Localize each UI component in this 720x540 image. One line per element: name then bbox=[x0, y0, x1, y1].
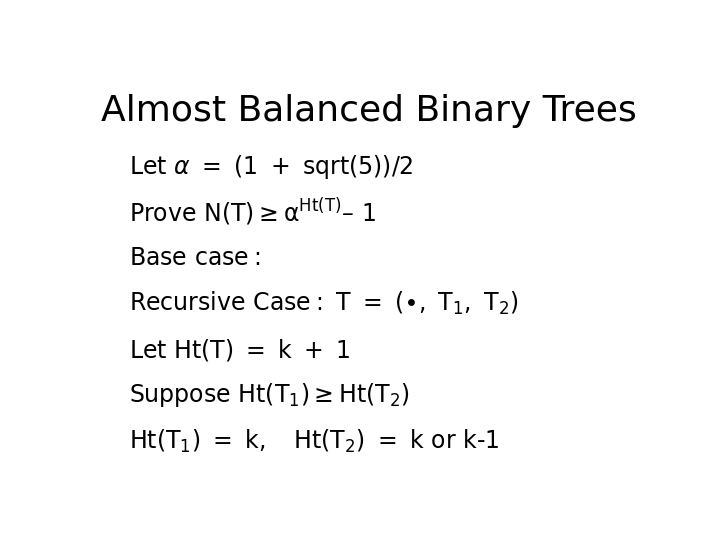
Text: $\mathregular{Ht(T_1)\ =\ k,\ \ \ Ht(T_2)\ =\ k\ or\ k\text{-}1}$: $\mathregular{Ht(T_1)\ =\ k,\ \ \ Ht(T_2… bbox=[129, 428, 500, 455]
Text: $\mathregular{Base\ case:}$: $\mathregular{Base\ case:}$ bbox=[129, 246, 261, 270]
Text: $\mathregular{Recursive\ Case:\ T\ =\ (\bullet,\ T_1,\ T_2)}$: $\mathregular{Recursive\ Case:\ T\ =\ (\… bbox=[129, 291, 518, 318]
Text: Almost Balanced Binary Trees: Almost Balanced Binary Trees bbox=[101, 94, 637, 128]
Text: $\mathregular{Let\ Ht(T)\ =\ k\ +\ 1}$: $\mathregular{Let\ Ht(T)\ =\ k\ +\ 1}$ bbox=[129, 336, 351, 363]
Text: $\mathregular{Let\ }\alpha\mathregular{\ =\ (1\ +\ sqrt(5))/2}$: $\mathregular{Let\ }\alpha\mathregular{\… bbox=[129, 153, 413, 181]
Text: $\mathregular{Prove\ N(T) \geq \alpha^{Ht(T)} \endash\ 1}$: $\mathregular{Prove\ N(T) \geq \alpha^{H… bbox=[129, 197, 376, 228]
Text: $\mathregular{Suppose\ Ht(T_1) \geq Ht(T_2)}$: $\mathregular{Suppose\ Ht(T_1) \geq Ht(T… bbox=[129, 381, 410, 409]
